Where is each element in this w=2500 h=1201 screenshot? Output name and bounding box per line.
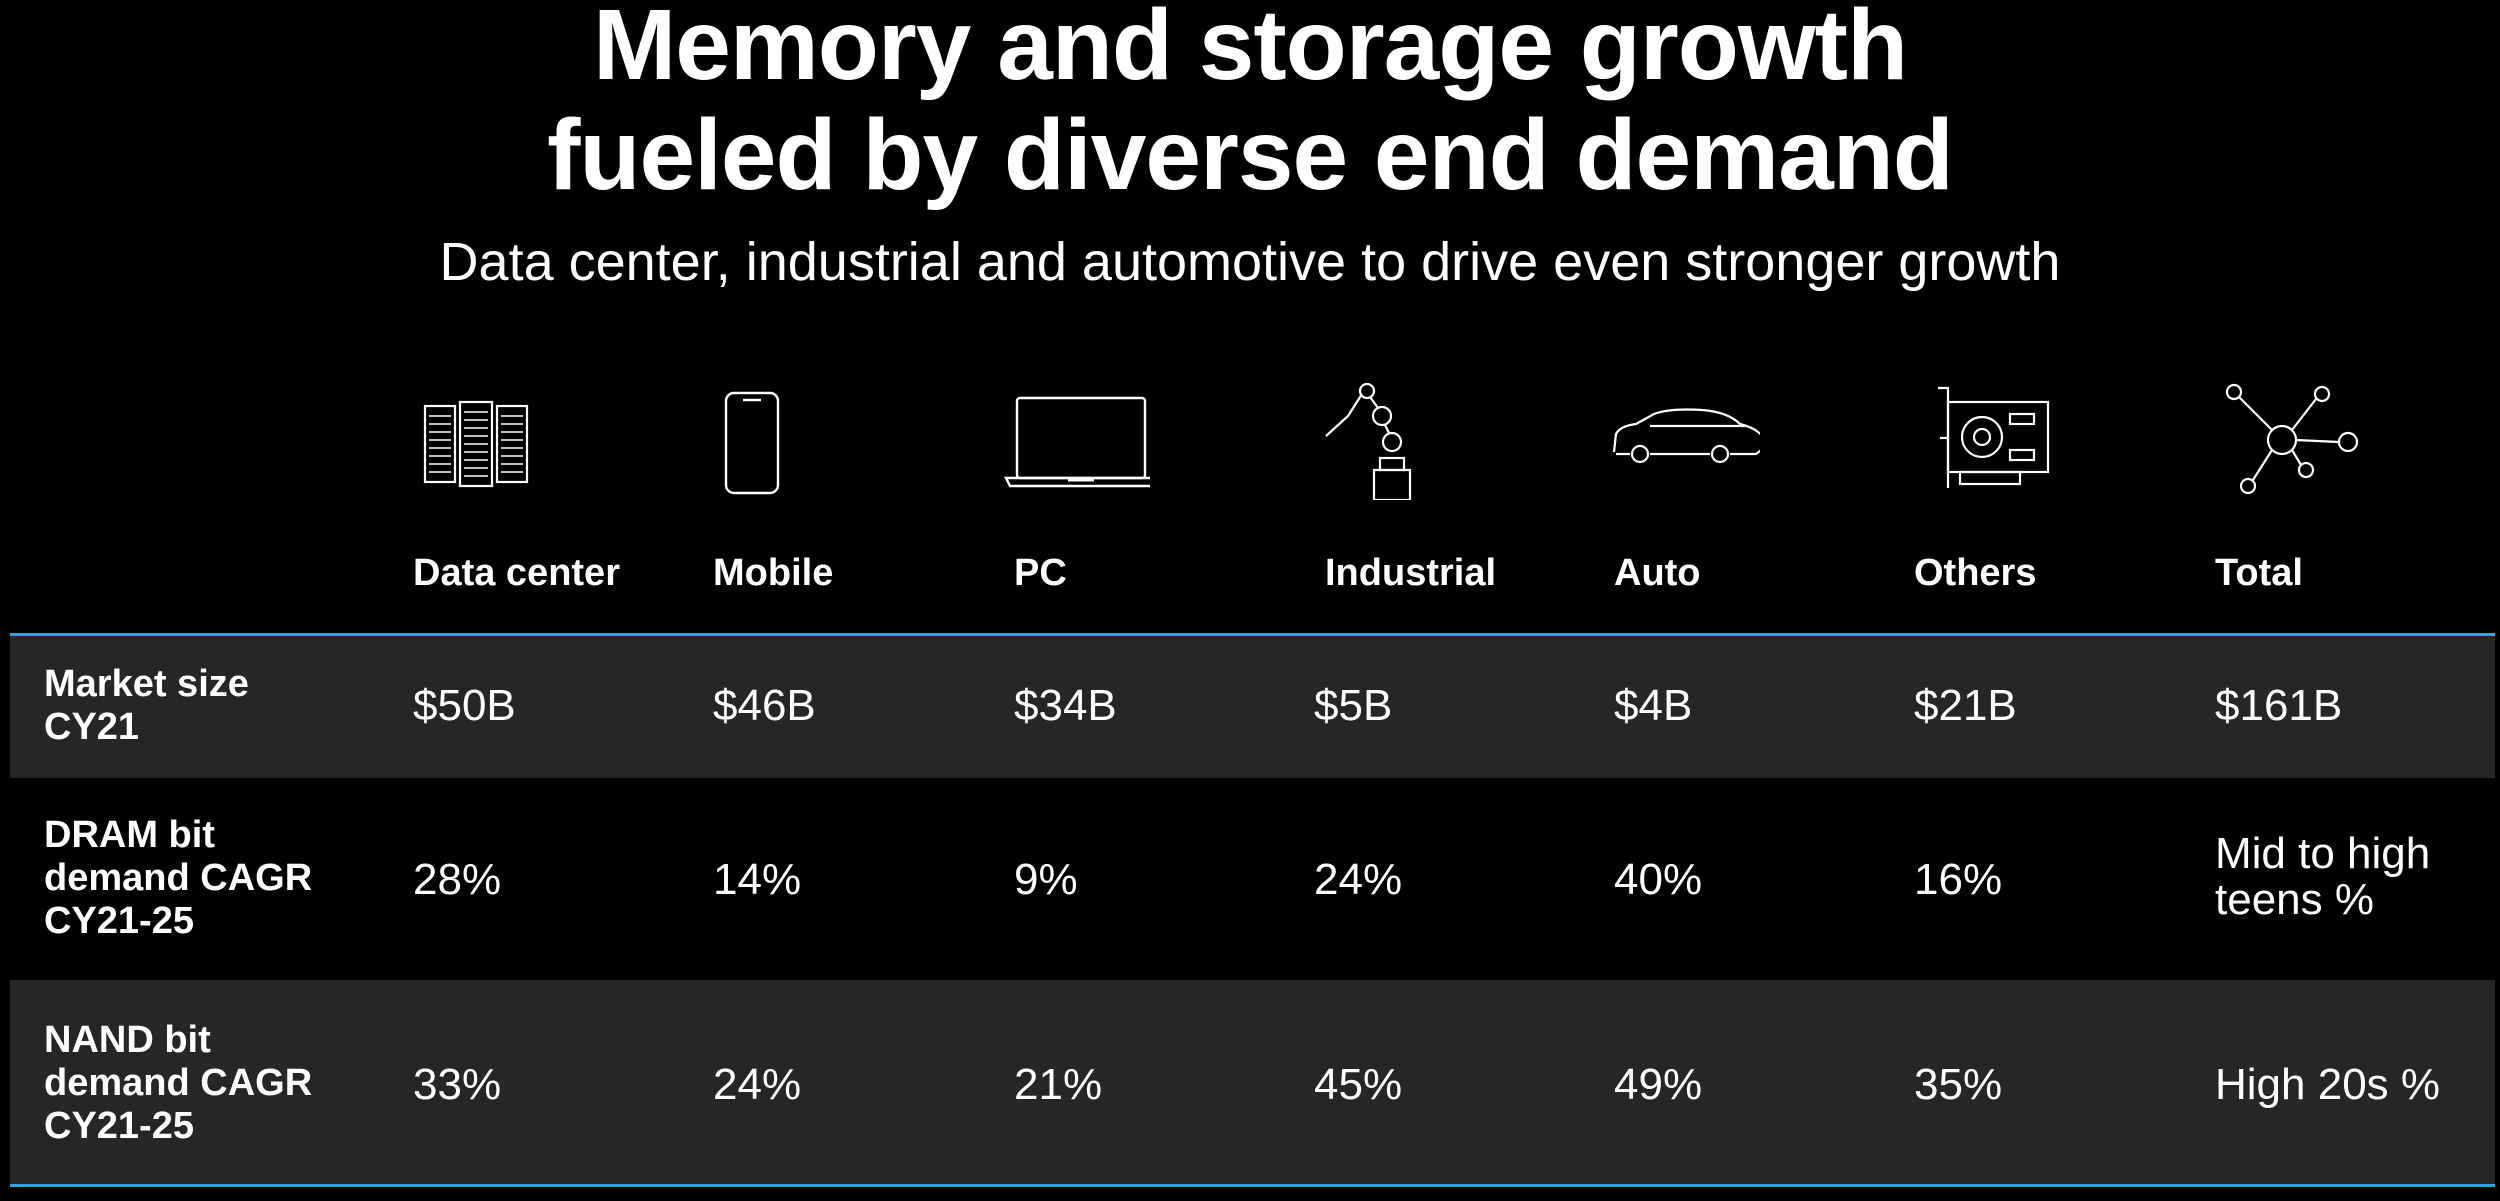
graphics-card-icon — [1932, 380, 2082, 500]
table-row-nand-cagr: NAND bit demand CAGR CY21-25 33% 24% 21%… — [10, 980, 2495, 1186]
table-cell: 33% — [413, 1060, 502, 1109]
category-label-others: Others — [1914, 552, 2037, 594]
table-cell: $50B — [413, 681, 516, 730]
laptop-icon — [1000, 380, 1150, 500]
table-cell: 28% — [413, 855, 502, 904]
row-label-line: NAND bit — [44, 1019, 211, 1061]
table-cell: 40% — [1614, 855, 1703, 904]
row-label-line: demand CAGR — [44, 857, 313, 899]
row-label-line: CY21-25 — [44, 900, 194, 942]
row-label: Market size CY21 — [44, 663, 249, 749]
table-cell-total: Mid to high teens % — [2215, 831, 2430, 923]
table-row-market-size: Market size CY21 $50B $46B $34B $5B $4B … — [10, 636, 2495, 778]
row-label-line: DRAM bit — [44, 814, 215, 856]
page-title-line-1: Memory and storage growth — [592, 0, 1908, 101]
table-cell: $4B — [1614, 681, 1693, 730]
category-label-mobile: Mobile — [713, 552, 834, 594]
table-cell: $34B — [1014, 681, 1117, 730]
table-top-rule — [10, 633, 2495, 636]
table-cell: 9% — [1014, 855, 1078, 904]
table-bottom-rule — [10, 1184, 2495, 1187]
row-label-line: CY21-25 — [44, 1105, 194, 1147]
table-cell-line: Mid to high — [2215, 829, 2431, 878]
row-label: NAND bit demand CAGR CY21-25 — [44, 1019, 312, 1148]
category-label-pc: PC — [1014, 552, 1067, 594]
table-row-dram-cagr: DRAM bit demand CAGR CY21-25 28% 14% 9% … — [10, 778, 2495, 980]
table-cell: $21B — [1914, 681, 2017, 730]
smartphone-icon — [677, 380, 827, 500]
car-icon — [1610, 380, 1760, 500]
category-label-total: Total — [2215, 552, 2303, 594]
page-title-line-2: fueled by diverse end demand — [547, 99, 1954, 211]
table-cell: $5B — [1314, 681, 1393, 730]
category-label-industrial: Industrial — [1325, 552, 1497, 594]
table-cell: 49% — [1614, 1060, 1703, 1109]
table-cell: High 20s % — [2215, 1060, 2441, 1109]
table-cell: 21% — [1014, 1060, 1103, 1109]
network-hub-icon — [2218, 380, 2368, 500]
robot-arm-icon — [1320, 380, 1470, 500]
table-cell: $161B — [2215, 681, 2343, 730]
row-label-line: CY21 — [44, 706, 140, 748]
table-cell: 24% — [713, 1060, 802, 1109]
table-cell: $46B — [713, 681, 816, 730]
page-subtitle: Data center, industrial and automotive t… — [439, 232, 2061, 292]
row-label-line: Market size — [44, 663, 249, 705]
category-label-auto: Auto — [1614, 552, 1701, 594]
table-cell-line: teens % — [2215, 875, 2374, 924]
server-rack-icon — [405, 380, 555, 500]
row-label: DRAM bit demand CAGR CY21-25 — [44, 814, 312, 943]
table-cell: 14% — [713, 855, 802, 904]
table-cell: 45% — [1314, 1060, 1403, 1109]
table-cell: 35% — [1914, 1060, 2003, 1109]
category-label-data-center: Data center — [413, 552, 620, 594]
row-label-line: demand CAGR — [44, 1062, 313, 1104]
table-cell: 24% — [1314, 855, 1403, 904]
table-cell: 16% — [1914, 855, 2003, 904]
